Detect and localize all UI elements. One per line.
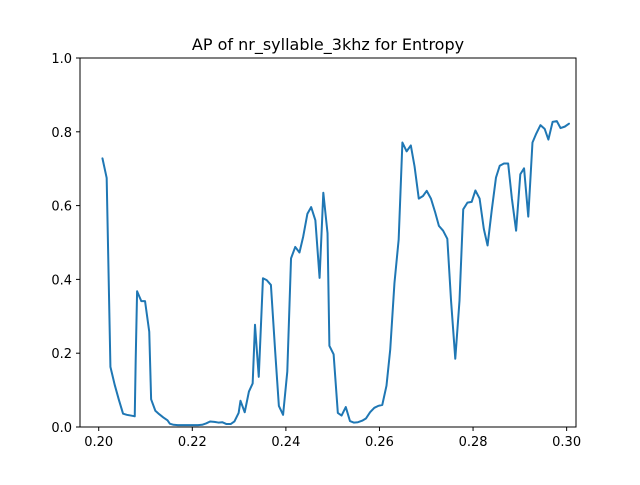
y-tick-label: 0.6: [51, 200, 72, 215]
y-tick-label: 0.0: [51, 421, 72, 436]
axes-frame: [79, 57, 577, 428]
chart-title: AP of nr_syllable_3khz for Entropy: [192, 35, 464, 55]
series-line-1: [101, 120, 570, 427]
plot-area: 0.20 0.22 0.24 0.26 0.28 0.30 0.0 0.2 0.4 0.6 0.8 1…: [51, 52, 581, 450]
y-tick-label: 0.2: [51, 347, 72, 362]
x-tick-label: 0.28: [459, 435, 488, 450]
y-tick-label: 0.8: [51, 126, 72, 141]
x-tick-label: 0.30: [552, 435, 581, 450]
x-tick-label: 0.26: [365, 435, 394, 450]
x-tick-label: 0.22: [178, 435, 207, 450]
y-tick-label: 0.4: [51, 273, 72, 288]
x-tick-label: 0.20: [84, 435, 113, 450]
y-tick-label: 1.0: [51, 52, 72, 67]
x-tick-label: 0.24: [271, 435, 300, 450]
